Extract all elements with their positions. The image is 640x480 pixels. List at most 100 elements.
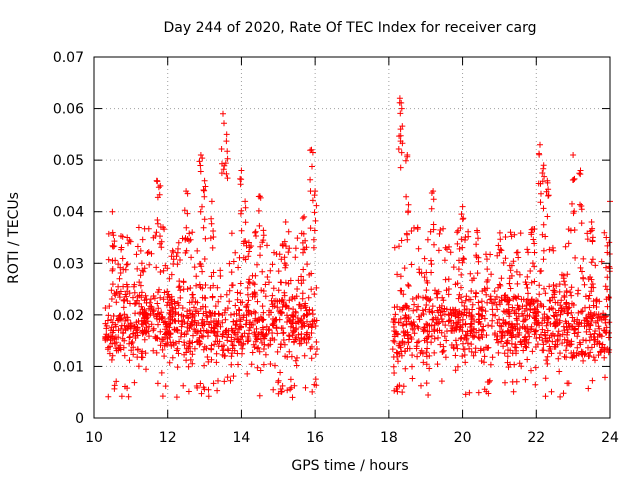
data-point — [467, 320, 474, 327]
data-point — [450, 344, 457, 351]
data-point — [425, 333, 432, 340]
data-point — [154, 334, 161, 341]
data-point — [444, 246, 450, 253]
data-point — [586, 337, 593, 344]
data-point — [525, 290, 531, 297]
data-point — [298, 331, 305, 337]
data-point — [163, 330, 170, 337]
data-point — [224, 148, 231, 155]
data-point — [207, 235, 214, 242]
data-point — [485, 390, 492, 397]
data-point — [587, 349, 594, 356]
data-point — [272, 362, 278, 369]
data-point — [142, 292, 149, 299]
data-point — [199, 268, 206, 275]
data-point — [419, 307, 426, 314]
data-point — [430, 316, 437, 323]
data-point — [420, 294, 426, 301]
x-tick-label: 16 — [306, 430, 324, 446]
data-point — [307, 225, 314, 232]
data-point — [505, 297, 512, 304]
data-point — [289, 294, 296, 300]
data-point — [473, 241, 480, 248]
data-point — [586, 326, 593, 333]
data-point — [219, 319, 226, 326]
data-point — [266, 279, 272, 286]
data-point — [460, 340, 466, 347]
data-point — [304, 311, 311, 318]
data-point — [481, 359, 487, 366]
data-point — [445, 276, 452, 283]
data-point — [181, 339, 188, 346]
data-point — [580, 255, 587, 262]
data-point — [197, 327, 204, 334]
data-point — [462, 320, 469, 327]
data-point — [592, 319, 599, 326]
data-point — [500, 328, 506, 335]
data-point — [150, 293, 157, 299]
data-point — [174, 364, 181, 371]
data-point — [223, 138, 230, 145]
data-point — [488, 323, 495, 330]
data-point — [580, 337, 587, 343]
data-point — [184, 320, 191, 327]
data-point — [518, 341, 525, 348]
data-point — [196, 334, 203, 341]
data-point — [526, 301, 533, 308]
data-point — [141, 327, 148, 334]
data-point — [185, 315, 192, 322]
data-point — [564, 271, 571, 278]
data-point — [274, 304, 281, 311]
x-tick-label: 12 — [159, 430, 177, 446]
data-point — [542, 393, 549, 400]
data-point — [588, 219, 595, 225]
data-point — [486, 377, 493, 384]
data-point — [153, 229, 160, 236]
data-point — [556, 368, 563, 375]
data-point — [407, 320, 414, 327]
data-point — [228, 353, 235, 360]
data-point — [470, 352, 477, 359]
data-point — [404, 153, 411, 160]
data-point — [519, 303, 526, 310]
data-point — [140, 268, 147, 275]
data-point — [313, 284, 320, 291]
data-point — [504, 353, 511, 360]
data-point — [130, 283, 137, 290]
data-point — [592, 262, 599, 269]
data-point — [403, 230, 410, 237]
data-point — [258, 316, 265, 322]
data-point — [291, 382, 298, 389]
data-point — [222, 316, 229, 323]
data-point — [573, 350, 580, 356]
y-tick-label: 0.01 — [53, 359, 84, 375]
data-point — [431, 326, 437, 333]
data-point — [201, 187, 208, 194]
data-point — [395, 319, 402, 326]
data-point — [161, 353, 168, 360]
data-point — [425, 392, 432, 398]
data-point — [300, 230, 307, 237]
data-point — [564, 380, 571, 387]
data-point — [544, 213, 551, 220]
data-point — [565, 240, 572, 247]
y-tick-label: 0.03 — [53, 256, 84, 272]
data-point — [544, 327, 551, 334]
data-point — [524, 356, 531, 363]
data-point — [274, 330, 281, 337]
data-point — [126, 290, 133, 297]
data-point — [535, 309, 542, 316]
data-point — [506, 280, 513, 287]
data-point — [220, 110, 226, 117]
data-point — [219, 333, 226, 340]
data-point — [155, 321, 161, 328]
data-point — [125, 393, 132, 400]
data-point — [154, 177, 161, 184]
data-point — [481, 386, 488, 393]
data-point — [271, 249, 277, 256]
data-point — [426, 365, 433, 372]
data-point — [293, 320, 299, 327]
data-point — [311, 381, 318, 388]
data-point — [563, 339, 570, 346]
data-point — [282, 219, 289, 225]
